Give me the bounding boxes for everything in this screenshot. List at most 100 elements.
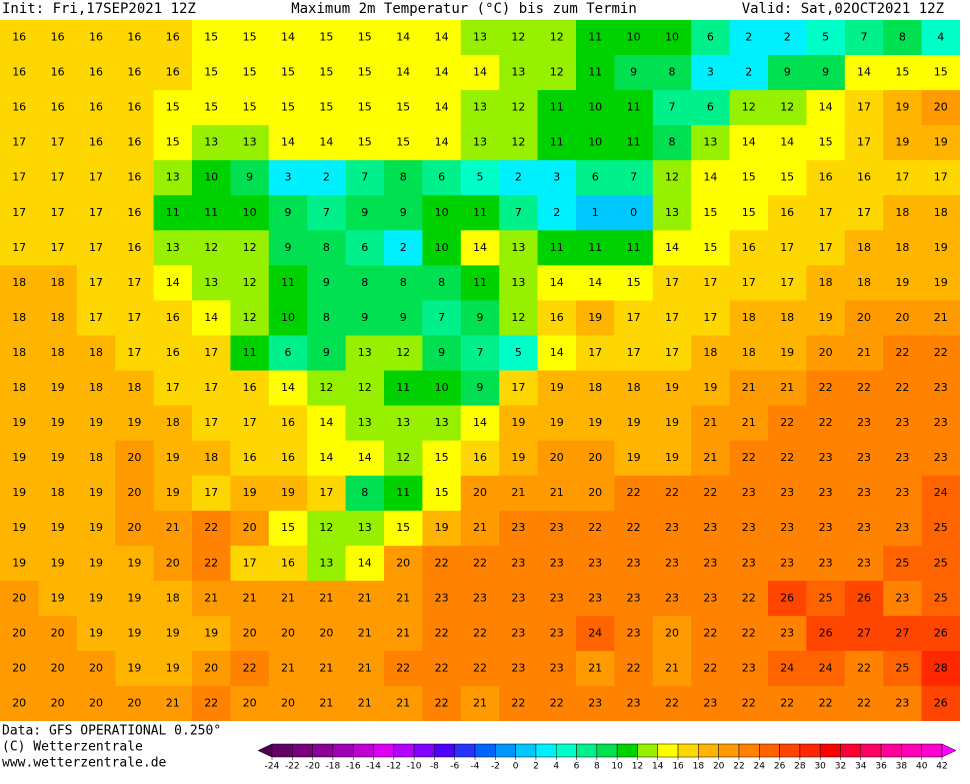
temperature-label: 2 bbox=[323, 171, 330, 184]
temperature-cell bbox=[230, 650, 270, 687]
temperature-label: 23 bbox=[742, 521, 756, 534]
temperature-cell bbox=[806, 90, 846, 126]
temperature-label: 8 bbox=[323, 241, 330, 254]
temperature-cell bbox=[345, 405, 385, 442]
temperature-label: 19 bbox=[166, 486, 180, 499]
temperature-cell bbox=[883, 545, 923, 582]
temperature-label: 19 bbox=[89, 521, 103, 534]
temperature-cell bbox=[537, 370, 577, 407]
temperature-cell bbox=[844, 405, 884, 442]
temperature-label: 15 bbox=[703, 241, 717, 254]
temperature-label: 19 bbox=[550, 416, 564, 429]
temperature-label: 22 bbox=[435, 556, 449, 569]
temperature-cell bbox=[345, 230, 385, 266]
colorbar-tick-label: 22 bbox=[733, 762, 744, 772]
temperature-label: 11 bbox=[627, 101, 641, 114]
temperature-cell bbox=[883, 440, 923, 477]
temperature-label: 6 bbox=[285, 346, 292, 359]
temperature-label: 14 bbox=[665, 241, 679, 254]
temperature-cell bbox=[0, 125, 39, 161]
temperature-label: 19 bbox=[51, 416, 65, 429]
temperature-cell bbox=[345, 265, 385, 301]
temperature-label: 23 bbox=[857, 521, 871, 534]
temperature-cell bbox=[614, 685, 654, 721]
temperature-cell bbox=[153, 405, 193, 442]
colorbar-tick-label: -6 bbox=[450, 762, 459, 772]
temperature-label: 23 bbox=[895, 696, 909, 709]
temperature-label: 6 bbox=[707, 31, 714, 44]
temperature-cell bbox=[921, 370, 960, 407]
colorbar-swatch bbox=[292, 743, 313, 758]
temperature-label: 12 bbox=[243, 276, 257, 289]
temperature-label: 14 bbox=[857, 66, 871, 79]
temperature-cell bbox=[345, 475, 385, 512]
temperature-label: 13 bbox=[358, 521, 372, 534]
temperature-label: 23 bbox=[780, 521, 794, 534]
temperature-cell bbox=[192, 405, 231, 442]
temperature-label: 17 bbox=[127, 346, 141, 359]
colorbar-tick-label: -20 bbox=[305, 762, 320, 772]
temperature-label: 23 bbox=[819, 486, 833, 499]
temperature-cell bbox=[499, 475, 539, 512]
temperature-label: 17 bbox=[934, 171, 948, 184]
temperature-cell bbox=[345, 195, 385, 231]
colorbar-swatch bbox=[637, 743, 659, 758]
temperature-label: 11 bbox=[627, 136, 641, 149]
temperature-cell bbox=[652, 55, 692, 91]
temperature-cell bbox=[268, 90, 308, 126]
temperature-cell bbox=[460, 20, 500, 56]
temperature-label: 23 bbox=[703, 521, 717, 534]
temperature-label: 26 bbox=[934, 626, 948, 639]
temperature-label: 12 bbox=[358, 381, 372, 394]
temperature-label: 18 bbox=[895, 241, 909, 254]
temperature-cell bbox=[0, 580, 39, 617]
temperature-label: 10 bbox=[588, 101, 602, 114]
colorbar-tick-label: -24 bbox=[265, 762, 280, 772]
temperature-label: 9 bbox=[361, 206, 368, 219]
colorbar-swatch bbox=[555, 743, 577, 758]
colorbar-swatch bbox=[901, 743, 922, 758]
temperature-cell bbox=[460, 335, 500, 371]
temperature-label: 13 bbox=[358, 416, 372, 429]
temperature-cell bbox=[576, 300, 615, 336]
temperature-label: 20 bbox=[127, 486, 141, 499]
temperature-label: 19 bbox=[127, 556, 141, 569]
temperature-label: 22 bbox=[742, 626, 756, 639]
temperature-label: 21 bbox=[742, 381, 756, 394]
temperature-label: 17 bbox=[12, 206, 26, 219]
temperature-cell bbox=[268, 615, 308, 652]
temperature-label: 18 bbox=[742, 346, 756, 359]
temperature-cell bbox=[192, 510, 231, 547]
colorbar-tick-label: 38 bbox=[896, 762, 908, 772]
temperature-cell bbox=[537, 580, 577, 617]
temperature-label: 14 bbox=[281, 136, 295, 149]
temperature-cell bbox=[153, 20, 193, 56]
temperature-cell bbox=[422, 230, 462, 266]
temperature-label: 23 bbox=[627, 591, 641, 604]
temperature-label: 15 bbox=[435, 486, 449, 499]
temperature-label: 15 bbox=[243, 31, 257, 44]
temperature-cell bbox=[499, 440, 539, 477]
temperature-label: 5 bbox=[822, 31, 829, 44]
temperature-label: 18 bbox=[895, 206, 909, 219]
temperature-cell bbox=[652, 90, 692, 126]
temperature-cell bbox=[537, 90, 577, 126]
temperature-label: 11 bbox=[204, 206, 218, 219]
temperature-label: 23 bbox=[627, 696, 641, 709]
temperature-label: 18 bbox=[51, 486, 65, 499]
temperature-label: 13 bbox=[204, 136, 218, 149]
temperature-cell bbox=[614, 195, 654, 231]
colorbar-tick-label: 10 bbox=[611, 762, 623, 772]
temperature-label: 15 bbox=[742, 206, 756, 219]
temperature-label: 13 bbox=[396, 416, 410, 429]
temperature-label: 23 bbox=[780, 626, 794, 639]
temperature-label: 8 bbox=[899, 31, 906, 44]
temperature-label: 2 bbox=[784, 31, 791, 44]
temperature-cell bbox=[230, 230, 270, 266]
temperature-cell bbox=[499, 125, 539, 161]
temperature-label: 13 bbox=[511, 66, 525, 79]
temperature-cell bbox=[460, 685, 500, 721]
temperature-label: 19 bbox=[665, 416, 679, 429]
temperature-label: 12 bbox=[742, 101, 756, 114]
temperature-cell bbox=[768, 685, 807, 721]
